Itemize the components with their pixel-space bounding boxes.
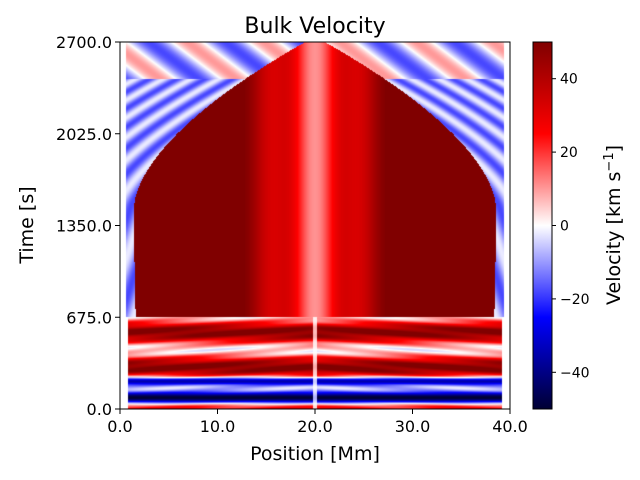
y-axis-label: Time [s] xyxy=(16,186,38,264)
colorbar-tick-label: 0 xyxy=(560,219,569,235)
heatmap-plot-area xyxy=(120,42,510,409)
colorbar-label: Velocity [km s−1] xyxy=(602,145,625,305)
x-tick-label: 0.0 xyxy=(107,417,132,436)
x-axis-label: Position [Mm] xyxy=(250,443,380,465)
x-tick-label: 20.0 xyxy=(297,417,333,436)
colorbar-label-close: ] xyxy=(603,145,625,152)
colorbar-label-exponent: −1 xyxy=(602,152,617,171)
y-tick-label: 675.0 xyxy=(66,308,112,327)
velocity-heatmap-image xyxy=(120,42,510,409)
colorbar-tick-label: −20 xyxy=(560,292,590,308)
colorbar-ticks: −40 −20 0 20 40 xyxy=(552,72,590,381)
chart-title: Bulk Velocity xyxy=(244,14,385,39)
y-tick-label: 0.0 xyxy=(87,400,112,419)
y-axis-ticks: 0.0 675.0 1350.0 2025.0 2700.0 xyxy=(56,33,120,419)
x-axis-ticks: 0.0 10.0 20.0 30.0 40.0 xyxy=(107,409,528,436)
y-tick-label: 2025.0 xyxy=(56,125,112,144)
y-tick-label: 1350.0 xyxy=(56,217,112,236)
colorbar-tick-label: 40 xyxy=(560,72,578,88)
x-tick-label: 30.0 xyxy=(395,417,431,436)
x-tick-label: 10.0 xyxy=(200,417,236,436)
y-tick-label: 2700.0 xyxy=(56,33,112,52)
colorbar-label-main: Velocity [km s xyxy=(603,172,625,305)
colorbar xyxy=(532,41,553,410)
colorbar-tick-label: −40 xyxy=(560,365,590,381)
colorbar-tick-label: 20 xyxy=(560,145,578,161)
x-tick-label: 40.0 xyxy=(492,417,528,436)
